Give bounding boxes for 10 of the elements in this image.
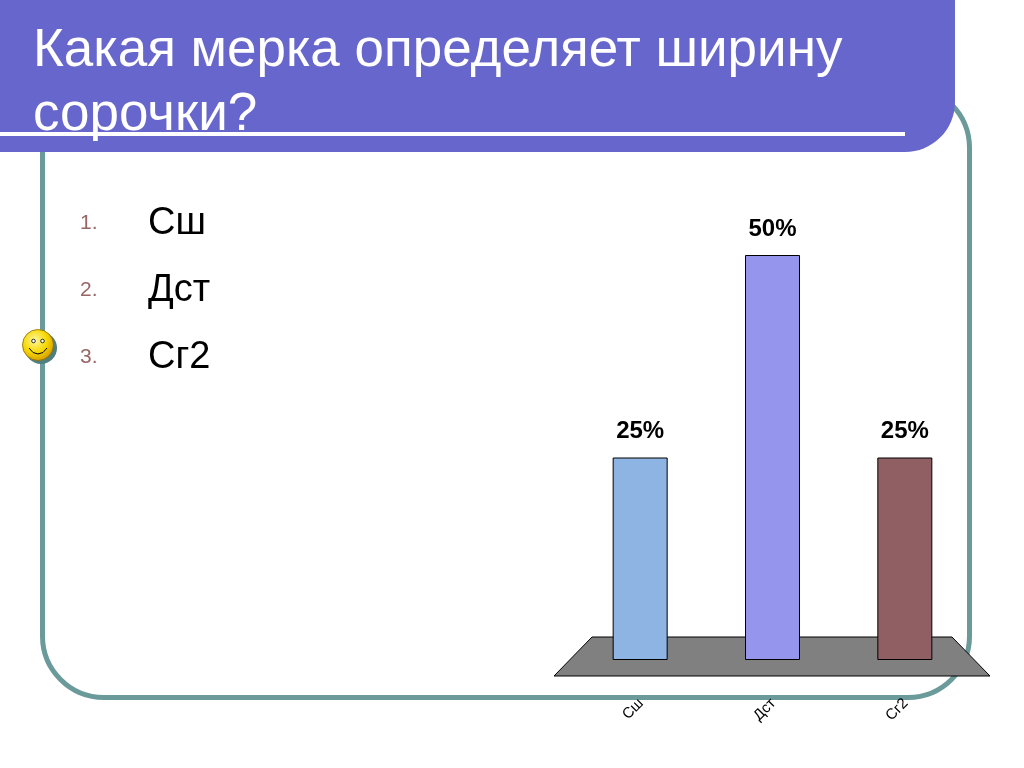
x-tick-label: Сш [618,693,647,723]
text: 1. Сш [80,200,206,242]
data-label: 50% [748,213,797,241]
data-label: 25% [880,416,929,443]
text: 3. Сг2 [80,334,211,376]
x-tick-label: Дст [749,693,779,724]
x-tick-label: Сг2 [881,693,911,724]
text: 2. Дст [80,267,211,309]
chart-title: Какая мерка определяет ширину сорочки? [33,17,844,143]
data-label: 25% [616,416,665,443]
